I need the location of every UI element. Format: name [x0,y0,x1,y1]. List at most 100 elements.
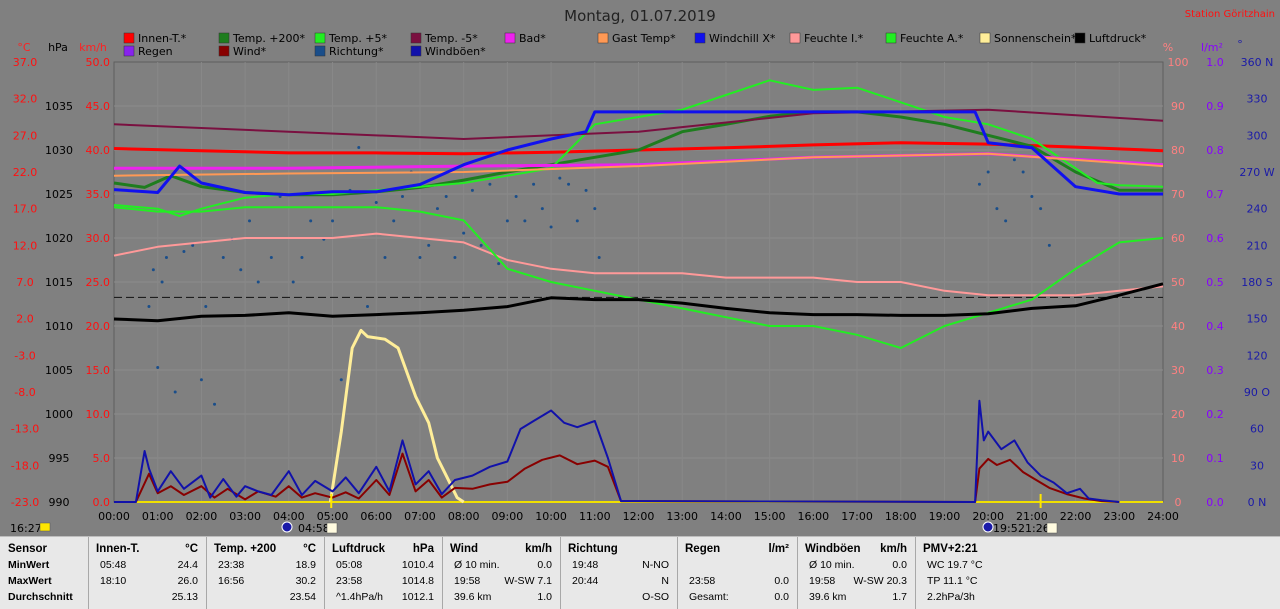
stats-column: Windböen km/h Ø 10 min. 0.0 19:58 W-SW 20.3 39… [797,537,915,609]
tick-percent: 60 [1171,232,1185,245]
legend-entry: Temp. +5* [328,32,388,45]
stats-column: PMV+2:21 WC 19.7 °C TP 11.1 °C 2.2hPa/3h [915,537,1035,609]
direction-point [995,207,999,211]
series-sonnenschein [328,328,465,504]
direction-point [444,194,448,198]
tick-time: 08:00 [448,510,480,523]
stats-unit: hPa [412,543,434,555]
legend-entry: Sonnenschein* [994,32,1077,45]
tick-hpa: 1030 [45,144,73,157]
stats-cell-value: N-NO [642,559,669,571]
tick-time: 13:00 [666,510,698,523]
direction-point [1012,158,1016,162]
tick-time: 21:00 [1016,510,1048,523]
tick-direction: 300 [1247,129,1268,142]
direction-point [584,188,588,192]
tick-celsius: -3.0 [14,349,35,362]
tick-celsius: -8.0 [14,386,35,399]
tick-rain: 0.7 [1206,188,1224,201]
direction-point [339,378,343,382]
legend-swatch [314,45,326,57]
stats-header: Regen [685,543,721,555]
direction-point [357,146,361,150]
direction-point [221,256,225,260]
stats-separator [206,537,207,609]
tick-time: 15:00 [754,510,786,523]
stats-cell-value: 23.54 [289,591,316,603]
series-tempm5 [113,108,1164,140]
tick-direction: 330 [1247,93,1268,106]
legend-swatch [694,32,706,44]
direction-point [291,280,295,284]
legend-swatch [885,32,897,44]
direction-point [256,280,260,284]
stats-header: Temp. +200 [214,543,277,555]
stats-header: Wind [450,543,478,555]
tick-celsius: 2.0 [16,313,34,326]
chart-title: Montag, 01.07.2019 [564,7,716,25]
tick-percent: 80 [1171,144,1185,157]
stats-separator [88,537,89,609]
tick-kmh: 5.0 [93,452,111,465]
legend-entry: Wind* [233,45,267,58]
moon-icon [982,521,994,533]
tick-kmh: 15.0 [86,364,111,377]
stats-cell-value: 1010.4 [401,559,434,571]
stats-cell-time: 19:58 [809,575,836,587]
series-wind [114,452,1120,503]
stats-cell-value: 0.0 [774,575,789,587]
tick-direction: 180 S [1241,276,1272,289]
stats-separator [324,537,325,609]
series-feuchte_i [113,232,1164,297]
stats-cell-value: 0.0 [537,559,552,571]
marker-sunset: 19:5 [993,522,1018,535]
direction-point [986,170,990,174]
stats-cell-time: 19:58 [454,575,481,587]
stats-cell-value: W-SW 7.1 [504,575,552,587]
tick-hpa: 1005 [45,364,73,377]
tick-direction: 0 N [1248,496,1267,509]
tick-percent: 70 [1171,188,1185,201]
stats-separator [442,537,443,609]
tick-celsius: 32.0 [13,93,38,106]
tick-time: 10:00 [535,510,567,523]
direction-point [1047,243,1051,247]
direction-point [523,219,527,223]
stats-cell-value: O-SO [642,591,669,603]
legend-swatch [218,32,230,44]
direction-point [374,201,378,205]
legend-entry: Temp. -5* [424,32,478,45]
stats-cell-value: 24.4 [177,559,198,571]
tick-direction: 210 [1247,239,1268,252]
legend-swatch [123,32,135,44]
tick-time: 23:00 [1103,510,1135,523]
direction-point [300,256,304,260]
tick-time: 24:00 [1147,510,1179,523]
tick-time: 07:00 [404,510,436,523]
tick-hpa: 1000 [45,408,73,421]
stats-header: PMV+2:21 [923,543,978,555]
tick-percent: 100 [1168,56,1189,69]
direction-point [532,182,536,186]
direction-point [383,256,387,260]
stats-cell-value: 18.9 [295,559,316,571]
legend-entry: Windchill X* [709,32,776,45]
axis-unit-celsius: °C [17,41,31,54]
legend-swatch [504,32,516,44]
stats-cell-value: N [661,575,669,587]
direction-point [453,256,457,260]
direction-point [309,219,313,223]
tick-direction: 60 [1250,423,1264,436]
tick-time: 14:00 [710,510,742,523]
tick-rain: 0.1 [1206,452,1224,465]
stats-row-label: MinWert [8,559,50,571]
marker-sunrise: 04:58 [298,522,330,535]
series-temp5 [113,79,1164,217]
tick-kmh: 50.0 [86,56,111,69]
stats-column: Sensor MinWert MaxWert Durchschnitt [0,537,88,609]
stats-unit: °C [303,543,316,555]
direction-point [151,268,155,272]
direction-point [331,219,335,223]
tick-time: 12:00 [623,510,655,523]
marker-day-start: 16:27 [10,522,42,535]
